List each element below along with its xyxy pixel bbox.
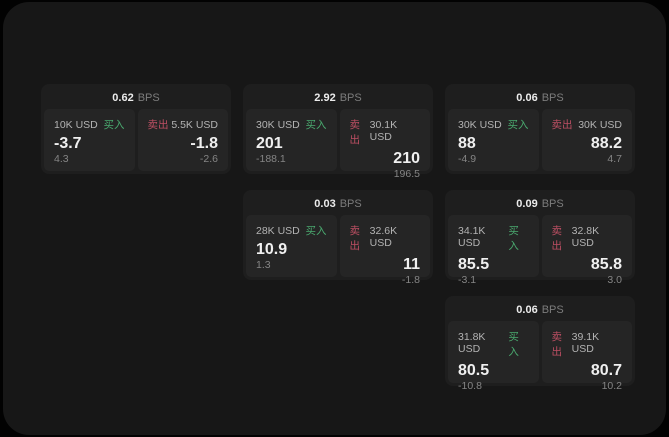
quote-panels: 28K USD 买入 10.9 1.3 卖出 32.6K USD 11 -1.8	[246, 215, 430, 286]
buy-quote-panel[interactable]: 30K USD 买入 88 -4.9	[448, 109, 539, 171]
buy-delta-value: -3.1	[458, 273, 477, 286]
sell-price-value: -1.8	[190, 135, 218, 152]
sell-price-value: 210	[393, 150, 420, 167]
spread-bps-unit-label: BPS	[541, 304, 564, 316]
buy-quote-panel[interactable]: 28K USD 买入 10.9 1.3	[246, 215, 337, 277]
sell-price-value: 88.2	[590, 135, 622, 152]
sell-side-label: 卖出	[147, 119, 169, 131]
spread-bps-value: 0.62	[112, 92, 134, 104]
buy-side-label: 买入	[305, 225, 327, 237]
buy-side-label: 买入	[305, 119, 327, 131]
buy-side-label: 买入	[508, 331, 519, 358]
buy-delta-value: -188.1	[256, 152, 286, 165]
spread-bps-value: 2.92	[314, 92, 336, 104]
sell-amount-label: 39.1K USD	[571, 331, 600, 355]
quote-card: 0.62 BPS 10K USD 买入 -3.7 4.3 卖出 5.5K	[41, 84, 231, 174]
sell-amount-label: 30K USD	[578, 119, 622, 131]
sell-side-label: 卖出	[551, 119, 573, 131]
buy-side-label: 买入	[507, 119, 529, 131]
buy-quote-panel[interactable]: 31.8K USD 买入 80.5 -10.8	[448, 321, 539, 392]
spread-bps-value: 0.03	[314, 198, 336, 210]
sell-delta-value: -2.6	[199, 152, 218, 165]
card-header: 2.92 BPS	[246, 87, 430, 109]
card-header: 0.03 BPS	[246, 193, 430, 215]
buy-amount-label: 30K USD	[256, 119, 300, 131]
sell-side-label: 卖出	[349, 225, 361, 252]
sell-quote-panel[interactable]: 卖出 30.1K USD 210 196.5	[339, 109, 430, 180]
spread-bps-value: 0.09	[516, 198, 538, 210]
sell-delta-value: 10.2	[601, 379, 622, 392]
sell-amount-label: 32.8K USD	[571, 225, 600, 249]
sell-side-label: 卖出	[551, 225, 563, 252]
card-header: 0.62 BPS	[44, 87, 228, 109]
sell-delta-value: 196.5	[393, 167, 420, 180]
quote-card: 0.03 BPS 28K USD 买入 10.9 1.3 卖出 32.6K	[243, 190, 433, 286]
quote-panels: 30K USD 买入 201 -188.1 卖出 30.1K USD 210 1…	[246, 109, 430, 180]
spread-bps-unit-label: BPS	[339, 198, 362, 210]
app-window: 0.62 BPS 10K USD 买入 -3.7 4.3 卖出 5.5K	[3, 2, 666, 435]
sell-quote-panel[interactable]: 卖出 39.1K USD 80.7 10.2	[541, 321, 632, 392]
quote-panels: 34.1K USD 买入 85.5 -3.1 卖出 32.8K USD 85.8…	[448, 215, 632, 286]
spread-bps-unit-label: BPS	[541, 198, 564, 210]
buy-delta-value: -4.9	[458, 152, 477, 165]
buy-price-value: -3.7	[54, 135, 82, 152]
buy-price-value: 85.5	[458, 256, 490, 273]
sell-quote-panel[interactable]: 卖出 30K USD 88.2 4.7	[541, 109, 632, 171]
buy-price-value: 88	[458, 135, 476, 152]
buy-delta-value: 4.3	[54, 152, 69, 165]
buy-quote-panel[interactable]: 30K USD 买入 201 -188.1	[246, 109, 337, 171]
sell-price-value: 11	[403, 256, 420, 273]
buy-delta-value: 1.3	[256, 258, 271, 271]
spread-bps-unit-label: BPS	[137, 92, 160, 104]
card-header: 0.09 BPS	[448, 193, 632, 215]
spread-bps-value: 0.06	[516, 92, 538, 104]
buy-price-value: 10.9	[256, 241, 288, 258]
buy-price-value: 80.5	[458, 362, 490, 379]
spread-bps-value: 0.06	[516, 304, 538, 316]
quote-panels: 30K USD 买入 88 -4.9 卖出 30K USD 88.2 4.7	[448, 109, 632, 171]
quote-card: 0.06 BPS 31.8K USD 买入 80.5 -10.8 卖出 3	[445, 296, 635, 392]
card-header: 0.06 BPS	[448, 87, 632, 109]
sell-side-label: 卖出	[551, 331, 563, 358]
spread-bps-unit-label: BPS	[339, 92, 362, 104]
buy-delta-value: -10.8	[458, 379, 482, 392]
sell-amount-label: 30.1K USD	[369, 119, 398, 143]
buy-amount-label: 31.8K USD	[458, 331, 486, 355]
buy-side-label: 买入	[508, 225, 519, 252]
sell-quote-panel[interactable]: 卖出 32.8K USD 85.8 3.0	[541, 215, 632, 286]
sell-side-label: 卖出	[349, 119, 361, 146]
buy-amount-label: 10K USD	[54, 119, 98, 131]
buy-price-value: 201	[256, 135, 283, 152]
buy-amount-label: 28K USD	[256, 225, 300, 237]
sell-amount-label: 32.6K USD	[369, 225, 398, 249]
spread-bps-unit-label: BPS	[541, 92, 564, 104]
buy-amount-label: 34.1K USD	[458, 225, 486, 249]
buy-amount-label: 30K USD	[458, 119, 502, 131]
sell-price-value: 85.8	[590, 256, 622, 273]
sell-delta-value: 3.0	[607, 273, 622, 286]
buy-quote-panel[interactable]: 34.1K USD 买入 85.5 -3.1	[448, 215, 539, 286]
quote-card: 0.06 BPS 30K USD 买入 88 -4.9 卖出 30K US	[445, 84, 635, 174]
sell-amount-label: 5.5K USD	[171, 119, 218, 131]
quote-panels: 10K USD 买入 -3.7 4.3 卖出 5.5K USD -1.8 -2.…	[44, 109, 228, 171]
quote-card: 2.92 BPS 30K USD 买入 201 -188.1 卖出 30.	[243, 84, 433, 180]
buy-quote-panel[interactable]: 10K USD 买入 -3.7 4.3	[44, 109, 135, 171]
sell-quote-panel[interactable]: 卖出 32.6K USD 11 -1.8	[339, 215, 430, 286]
quote-cards-grid: 0.62 BPS 10K USD 买入 -3.7 4.3 卖出 5.5K	[41, 84, 635, 392]
sell-quote-panel[interactable]: 卖出 5.5K USD -1.8 -2.6	[137, 109, 228, 171]
sell-price-value: 80.7	[590, 362, 622, 379]
card-header: 0.06 BPS	[448, 299, 632, 321]
sell-delta-value: 4.7	[607, 152, 622, 165]
sell-delta-value: -1.8	[401, 273, 420, 286]
buy-side-label: 买入	[103, 119, 125, 131]
quote-card: 0.09 BPS 34.1K USD 买入 85.5 -3.1 卖出 32	[445, 190, 635, 286]
quote-panels: 31.8K USD 买入 80.5 -10.8 卖出 39.1K USD 80.…	[448, 321, 632, 392]
